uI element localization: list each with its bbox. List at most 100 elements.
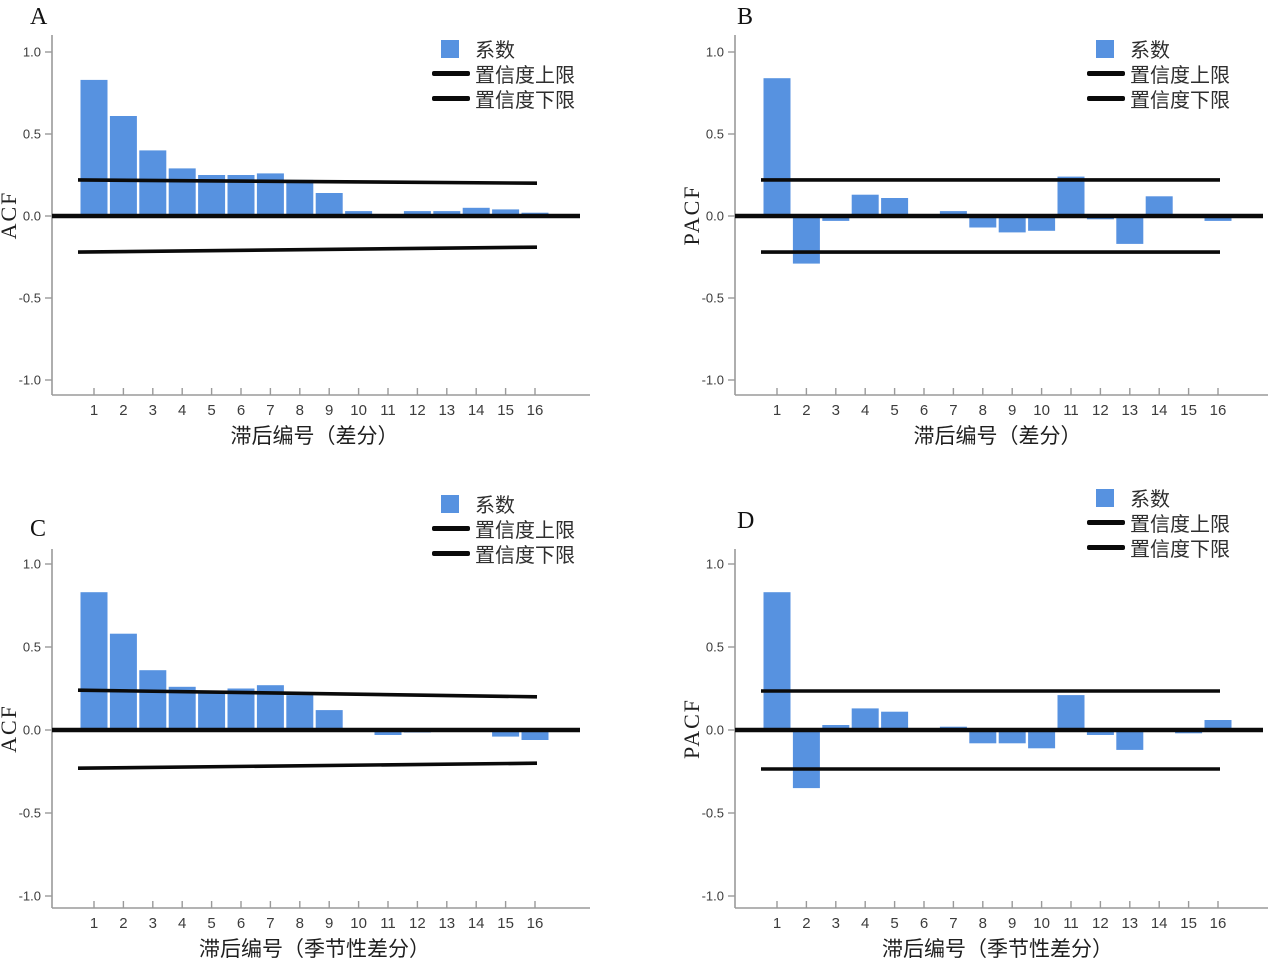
legend-label-upper-ci: 置信度上限 [475, 65, 575, 87]
x-tick-label: 14 [468, 402, 485, 419]
panel-label-d: D [737, 508, 755, 534]
x-tick-label: 13 [438, 402, 455, 419]
x-tick-label: 14 [468, 915, 485, 932]
y-tick-label: 0.0 [706, 723, 724, 738]
coefficient-bar-lag-1 [80, 79, 108, 217]
coefficient-swatch-icon [441, 39, 459, 58]
x-tick-label: 10 [350, 402, 367, 419]
legend-key [432, 526, 475, 531]
legend-label-lower-ci: 置信度下限 [1130, 539, 1230, 561]
x-tick-label: 16 [1210, 402, 1227, 419]
coefficient-bar-lag-10 [1028, 730, 1056, 749]
x-tick-label: 11 [380, 915, 396, 932]
y-tick-label: 0.5 [23, 640, 41, 655]
legend-key [1087, 520, 1130, 525]
y-tick-label: -0.5 [19, 291, 41, 306]
panel-pacf-diff: B 1.0 0.5 0.0 -0.5 -1.0 1 2 3 4 5 6 7 8 9 10 11 12 13 14 15… [635, 0, 1270, 470]
coefficient-bar-lag-8 [286, 179, 314, 216]
x-tick-label: 15 [497, 915, 514, 932]
panel-label-a: A [30, 4, 48, 30]
x-tick-label: 5 [890, 915, 898, 932]
x-tick-label: 6 [920, 402, 928, 419]
coefficient-bar-lag-3 [139, 150, 167, 216]
coefficient-bar-lag-9 [998, 216, 1026, 233]
coefficient-bar-lag-9 [315, 710, 343, 730]
y-tick-label: 0.5 [706, 127, 724, 142]
x-tick-label: 12 [1092, 915, 1109, 932]
legend-key [432, 96, 475, 101]
legend-label-coefficient: 系数 [475, 40, 515, 62]
y-tick-label: 0.0 [706, 209, 724, 224]
y-tick-label: 1.0 [706, 557, 724, 572]
x-tick-label: 4 [861, 915, 869, 932]
coefficient-swatch-icon [1096, 39, 1114, 58]
x-tick-label: 15 [1180, 402, 1197, 419]
y-tick-label: -0.5 [702, 291, 724, 306]
coefficient-bar-lag-12 [403, 211, 431, 216]
coefficient-bar-lag-2 [109, 633, 137, 730]
legend-item-coefficient: 系数 [1087, 36, 1230, 62]
coefficient-bar-lag-14 [462, 207, 490, 216]
pacf-diff-chart: 1.00.50.0-0.5-1.01 2 3 4 5 6 7 8 9 10 11 12 13 14 15 16… [679, 35, 1268, 448]
legend-item-lower-ci: 置信度下限 [432, 541, 575, 567]
panel-pacf-seasonal-diff: D 1.0 0.5 0.0 -0.5 -1.0 1 2 3 4 5 6 7 8 9 10 11 12 13 14 15… [635, 470, 1270, 969]
x-tick-label: 12 [409, 915, 426, 932]
coefficient-bar-lag-2 [792, 730, 820, 789]
legend-item-coefficient: 系数 [432, 36, 575, 62]
y-tick-label: 0.0 [23, 723, 41, 738]
x-tick-label: 3 [832, 402, 840, 419]
legend-d: 系数 置信度上限 置信度下限 [1087, 485, 1230, 561]
x-tick-label: 7 [949, 915, 957, 932]
y-tick-label: 0.0 [23, 209, 41, 224]
legend-label-lower-ci: 置信度下限 [475, 545, 575, 567]
lower-confidence-line [77, 245, 538, 254]
x-tick-label: 11 [1063, 915, 1079, 932]
upper-ci-line-icon [1087, 71, 1125, 76]
legend-item-lower-ci: 置信度下限 [1087, 86, 1230, 112]
pacf-seasonal-chart: 1.00.50.0-0.5-1.01 2 3 4 5 6 7 8 9 10 11 12 13 14 15 16… [679, 549, 1268, 961]
coefficient-bar-lag-9 [998, 730, 1026, 744]
coefficient-bar-lag-5 [198, 693, 226, 730]
x-tick-label: 8 [979, 402, 987, 419]
panel-acf-seasonal-diff: C 1.0 0.5 0.0 -0.5 -1.0 1 2 3 4 5 6 7 8 9 10 11 12 13 14 15… [0, 470, 635, 969]
lower-ci-line-icon [1087, 545, 1125, 550]
upper-ci-line-icon [432, 526, 470, 531]
x-axis-title: 滞后编号（差分） [231, 424, 399, 448]
coefficient-bar-lag-11 [1057, 695, 1085, 730]
y-axis-title: ACF [0, 704, 21, 753]
legend-key [432, 551, 475, 556]
y-axis-title: PACF [679, 184, 704, 245]
legend-item-upper-ci: 置信度上限 [432, 61, 575, 87]
x-tick-label: 13 [1121, 915, 1138, 932]
upper-ci-line-icon [1087, 520, 1125, 525]
x-tick-label: 4 [178, 915, 186, 932]
x-axis-title: 滞后编号（季节性差分） [199, 937, 430, 961]
legend-item-lower-ci: 置信度下限 [1087, 535, 1230, 561]
coefficient-bar-lag-13 [433, 211, 461, 216]
lower-ci-line-icon [432, 96, 470, 101]
legend-key [432, 71, 475, 76]
x-tick-label: 2 [119, 402, 127, 419]
coefficient-bar-lag-5 [881, 711, 909, 730]
legend-label-upper-ci: 置信度上限 [1130, 65, 1230, 87]
legend-item-lower-ci: 置信度下限 [432, 86, 575, 112]
legend-label-coefficient: 系数 [1130, 40, 1170, 62]
legend-label-coefficient: 系数 [475, 495, 515, 517]
legend-item-coefficient: 系数 [1087, 485, 1230, 511]
coefficient-bar-lag-11 [1057, 176, 1085, 216]
legend-key [1087, 39, 1130, 58]
x-tick-label: 8 [296, 402, 304, 419]
coefficient-bar-lag-1 [763, 78, 791, 216]
legend-key [432, 39, 475, 58]
y-tick-label: -1.0 [702, 889, 724, 904]
x-tick-label: 4 [178, 402, 186, 419]
x-tick-label: 2 [119, 915, 127, 932]
y-tick-label: 0.5 [23, 127, 41, 142]
coefficient-bar-lag-13 [1116, 216, 1144, 244]
x-tick-label: 2 [802, 402, 810, 419]
x-tick-label: 8 [296, 915, 304, 932]
legend-label-coefficient: 系数 [1130, 489, 1170, 511]
x-tick-label: 7 [266, 915, 274, 932]
coefficient-bar-lag-1 [80, 592, 108, 730]
